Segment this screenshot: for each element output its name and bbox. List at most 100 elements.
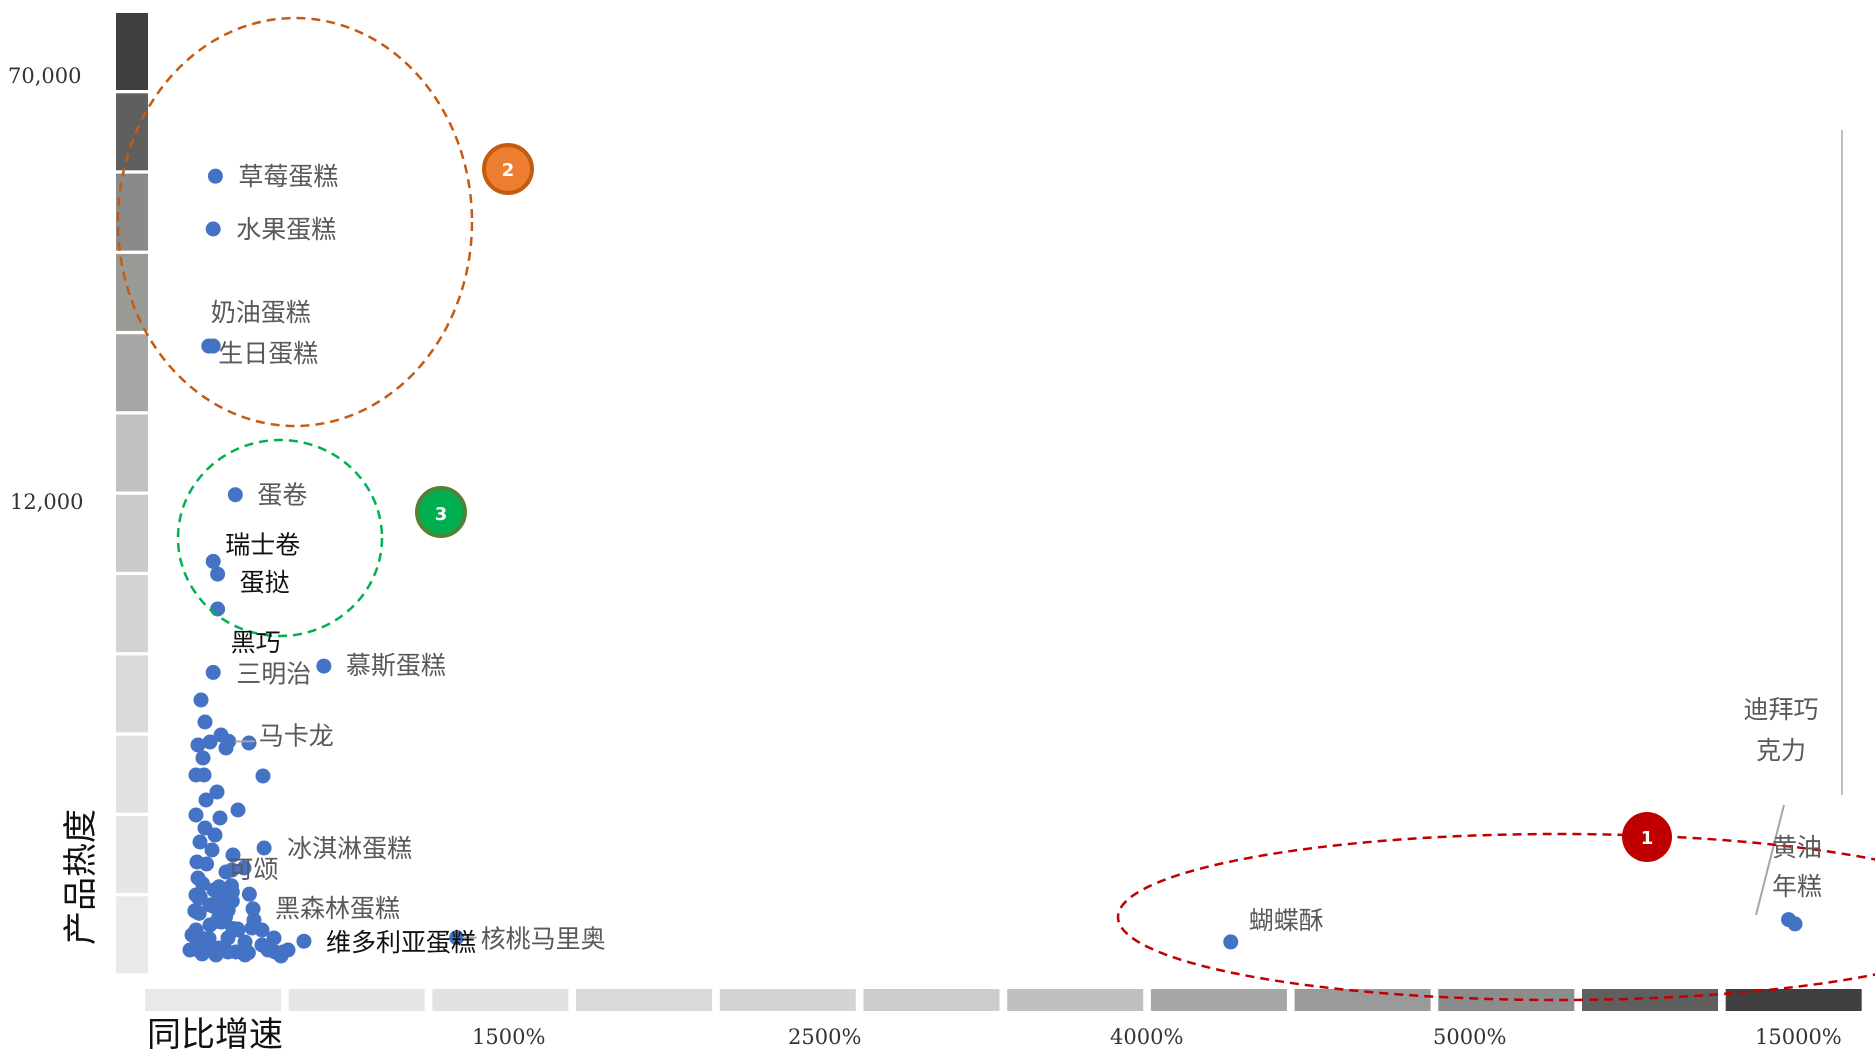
y-bar-block <box>116 414 148 492</box>
point-label: 可颂 <box>229 855 279 884</box>
point-label-line: 年糕 <box>1772 872 1822 901</box>
x-tick-4000: 4000% <box>1110 1025 1183 1049</box>
point-label-line: 黄油 <box>1772 833 1822 862</box>
data-point <box>205 553 221 569</box>
data-point <box>256 840 272 856</box>
y-bar-block <box>116 494 148 572</box>
y-bar-block <box>116 253 148 331</box>
point-label: 迪拜巧克力 <box>1743 695 1818 765</box>
x-axis-title: 同比增速 <box>147 1015 283 1055</box>
data-point <box>188 807 204 823</box>
data-point <box>1223 934 1239 950</box>
y-axis-gradient-bar <box>116 13 148 974</box>
data-point <box>245 901 261 917</box>
x-bar-block <box>1725 989 1862 1011</box>
x-bar-block <box>432 989 569 1011</box>
data-point <box>188 767 204 783</box>
y-bar-block <box>116 334 148 412</box>
scatter-points <box>182 168 1803 964</box>
annotation-badge-3: 3 <box>415 486 467 538</box>
point-label: 蛋卷 <box>257 481 307 510</box>
data-point <box>209 784 225 800</box>
annotation-ellipse-2 <box>116 16 474 428</box>
leader-lines <box>234 740 1785 939</box>
point-label-line: 克力 <box>1756 736 1806 765</box>
data-point <box>296 933 312 949</box>
data-point <box>241 886 257 902</box>
x-tick-1500: 1500% <box>472 1025 545 1049</box>
x-tick-5000: 5000% <box>1433 1025 1506 1049</box>
data-point <box>260 942 276 958</box>
data-point <box>205 338 221 354</box>
data-point <box>209 913 225 929</box>
data-point <box>225 921 241 937</box>
y-bar-block <box>116 896 148 974</box>
y-tick-12000: 12,000 <box>10 490 83 514</box>
point-label: 黑巧 <box>231 628 281 657</box>
data-point <box>254 922 270 938</box>
data-point <box>205 221 221 237</box>
point-label: 马卡龙 <box>259 721 334 750</box>
x-bar-block <box>1007 989 1144 1011</box>
annotation-badge-2: 2 <box>482 143 534 195</box>
data-point <box>207 168 223 184</box>
data-point <box>197 820 213 836</box>
annotation-ellipse-3 <box>176 438 384 638</box>
point-label: 蝴蝶酥 <box>1249 906 1324 935</box>
data-point <box>241 735 257 751</box>
point-label: 黄油年糕 <box>1772 833 1822 901</box>
point-label: 维多利亚蛋糕 <box>326 928 476 957</box>
point-label: 三明治 <box>236 659 311 688</box>
data-point <box>193 692 209 708</box>
point-label: 黑森林蛋糕 <box>275 894 400 923</box>
data-point <box>224 862 240 878</box>
point-label: 慕斯蛋糕 <box>346 651 446 680</box>
x-bar-block <box>145 989 281 1011</box>
badge-circle-1 <box>1622 812 1672 862</box>
y-bar-block <box>116 816 148 893</box>
point-label: 核桃马里奥 <box>481 925 606 954</box>
y-bar-block <box>116 13 148 90</box>
data-point <box>210 601 226 617</box>
data-point <box>198 938 214 954</box>
y-bar-block <box>116 575 148 653</box>
x-axis-gradient-bar <box>145 989 1862 1011</box>
data-point <box>246 912 262 928</box>
data-point <box>208 947 224 963</box>
badge-text-2: 2 <box>502 160 515 181</box>
point-label: 瑞士卷 <box>225 530 300 559</box>
data-point <box>195 750 211 766</box>
y-bar-block <box>116 93 148 171</box>
badge-text-1: 1 <box>1641 828 1654 849</box>
point-label: 蛋挞 <box>240 568 290 597</box>
data-point <box>198 792 214 808</box>
x-tick-15000: 15000% <box>1755 1025 1842 1049</box>
data-point <box>266 930 282 946</box>
annotation-ellipse-1 <box>1116 832 1875 1002</box>
badge-circle-3 <box>415 486 467 538</box>
point-label: 奶油蛋糕 <box>211 298 311 327</box>
x-bar-block <box>576 989 713 1011</box>
data-point <box>230 802 246 818</box>
point-label-line: 迪拜巧 <box>1743 695 1818 724</box>
data-point <box>211 879 227 895</box>
y-axis-title: 产品热度 <box>61 809 101 945</box>
data-point <box>204 842 220 858</box>
data-point <box>236 860 252 876</box>
x-bar-block <box>1582 989 1718 1011</box>
data-point <box>192 889 208 905</box>
x-tick-2500: 2500% <box>788 1025 861 1049</box>
y-bar-block <box>116 655 148 733</box>
data-point <box>197 714 213 730</box>
data-point <box>449 930 465 946</box>
data-point <box>240 945 256 961</box>
data-point <box>187 903 203 919</box>
annotation-badge-1: 1 <box>1622 812 1672 862</box>
data-point <box>273 948 289 964</box>
data-point <box>225 847 241 863</box>
data-point <box>255 768 271 784</box>
point-label: 草莓蛋糕 <box>238 162 338 191</box>
x-bar-block <box>719 989 856 1011</box>
badge-circle-2 <box>482 143 534 195</box>
